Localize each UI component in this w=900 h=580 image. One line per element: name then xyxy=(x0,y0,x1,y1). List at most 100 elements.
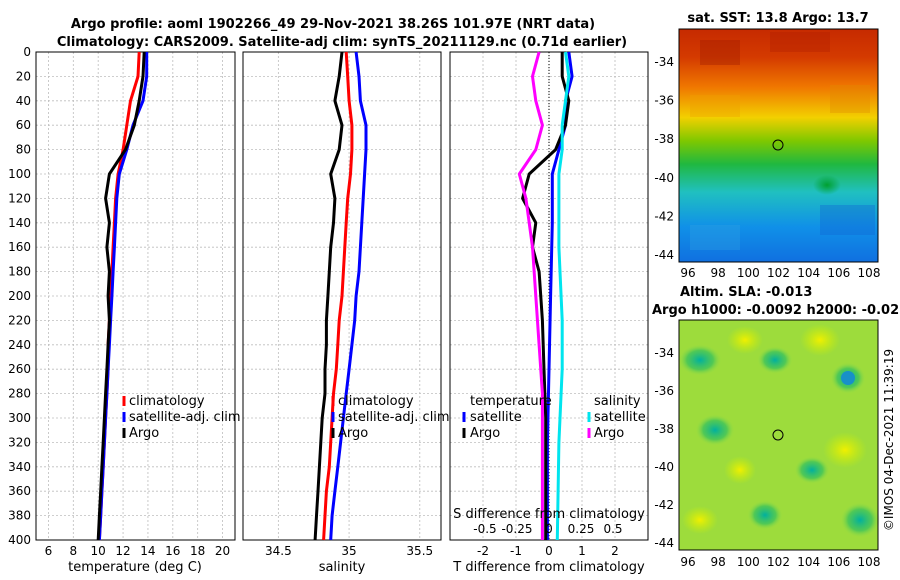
x-tick-label: -2 xyxy=(477,544,489,558)
x-tick-label: 14 xyxy=(140,544,155,558)
legend-label-argo: Argo xyxy=(129,426,159,441)
lon-tick-label: 98 xyxy=(711,555,726,569)
depth-tick-label: 100 xyxy=(8,167,31,181)
series-line-climatology xyxy=(322,51,354,541)
x-tick-label: 12 xyxy=(115,544,130,558)
lon-tick-label: 100 xyxy=(737,266,760,280)
s-diff-tick-label: -0.25 xyxy=(501,522,532,536)
s-difference-label: S difference from climatology xyxy=(453,507,645,522)
lat-tick-label: -36 xyxy=(654,384,674,398)
difference-series xyxy=(517,51,574,541)
sst-map-panel: sat. SST: 13.8 Argo: 13.7 -34 -36 -38 -40 -4… xyxy=(654,11,880,280)
lon-tick-label: 102 xyxy=(767,266,790,280)
lat-tick-label: -40 xyxy=(654,460,674,474)
legend-label-climatology: climatology xyxy=(129,394,205,409)
lat-tick-label: -44 xyxy=(654,536,674,550)
legend-title-salinity: salinity xyxy=(594,394,641,409)
temperature-panel: 0 20 40 60 80 100 120 140 160 180 200 220 240 260 280 3… xyxy=(8,45,241,575)
temperature-series xyxy=(96,51,149,541)
series-line-salinity-satellite xyxy=(555,51,571,541)
legend-label-climatology: climatology xyxy=(338,394,414,409)
sst-map-frame xyxy=(678,28,879,263)
lon-tick-label: 106 xyxy=(827,555,850,569)
x-tick-label: 35.5 xyxy=(406,544,433,558)
depth-tick-label: 380 xyxy=(8,509,31,523)
legend-label-satellite: satellite-adj. clim xyxy=(129,410,241,425)
depth-tick-label: 40 xyxy=(16,94,31,108)
lat-tick-label: -38 xyxy=(654,132,674,146)
series-line-salinity-argo xyxy=(517,51,544,540)
legend-label-satellite: satellite-adj. clim xyxy=(338,410,450,425)
lon-tick-label: 106 xyxy=(827,266,850,280)
sla-map-title-2: Argo h1000: -0.0092 h2000: -0.02 xyxy=(652,303,899,318)
lon-tick-label: 108 xyxy=(858,555,881,569)
sla-lat-ticks: -34 -36 -38 -40 -42 -44 xyxy=(654,346,674,550)
difference-legend: temperature satellite Argo salinity sate… xyxy=(462,394,646,441)
lon-tick-label: 102 xyxy=(767,555,790,569)
depth-tick-label: 120 xyxy=(8,191,31,205)
s-diff-tick-label: -0.5 xyxy=(473,522,496,536)
difference-panel: -2 -1 0 1 2 T difference from climatology S … xyxy=(449,51,649,575)
s-diff-tick-label: 0 xyxy=(545,522,553,536)
salinity-xlabel: salinity xyxy=(319,560,366,575)
lat-tick-label: -42 xyxy=(654,209,674,223)
depth-tick-label: 0 xyxy=(23,45,31,59)
imos-stamp: ©IMOS 04-Dec-2021 11:39:19 xyxy=(882,349,896,531)
x-tick-label: 0 xyxy=(545,544,553,558)
depth-tick-label: 400 xyxy=(8,533,31,547)
depth-tick-label: 140 xyxy=(8,216,31,230)
lon-tick-label: 104 xyxy=(797,555,820,569)
salinity-panel: 34.5 35 35.5 salinity climatology satellit… xyxy=(242,51,450,575)
temperature-axes-frame xyxy=(35,51,236,541)
legend-label-sal-satellite: satellite xyxy=(594,410,646,425)
sst-heatmap xyxy=(679,29,878,262)
lon-tick-label: 108 xyxy=(858,266,881,280)
temperature-xlabel: temperature (deg C) xyxy=(68,560,202,575)
s-difference-tick-labels: -0.5 -0.25 0 0.25 0.5 xyxy=(473,522,622,536)
depth-tick-label: 160 xyxy=(8,240,31,254)
lat-tick-label: -34 xyxy=(654,55,674,69)
x-tick-label: 34.5 xyxy=(265,544,292,558)
lon-tick-label: 100 xyxy=(737,555,760,569)
depth-tick-label: 80 xyxy=(16,143,31,157)
sla-lon-ticks: 96 98 100 102 104 106 108 xyxy=(680,555,880,569)
series-line-temperature-argo xyxy=(521,52,571,540)
t-difference-tick-labels: -2 -1 0 1 2 xyxy=(477,544,619,558)
s-diff-tick-label: 0.5 xyxy=(603,522,622,536)
salinity-tick-labels: 34.5 35 35.5 xyxy=(265,544,433,558)
series-line-argo xyxy=(313,51,344,541)
lat-tick-label: -40 xyxy=(654,171,674,185)
legend-title-temperature: temperature xyxy=(470,394,552,409)
title-line-1: Argo profile: aoml 1902266_49 29-Nov-202… xyxy=(71,17,595,32)
s-diff-tick-label: 0.25 xyxy=(568,522,595,536)
x-tick-label: 2 xyxy=(611,544,619,558)
depth-tick-label: 340 xyxy=(8,460,31,474)
x-tick-label: 6 xyxy=(45,544,53,558)
depth-tick-label: 220 xyxy=(8,313,31,327)
x-tick-label: 35 xyxy=(341,544,356,558)
title-line-2: Climatology: CARS2009. Satellite-adj cli… xyxy=(57,35,627,50)
temperature-legend: climatology satellite-adj. clim Argo xyxy=(122,394,241,441)
sst-lon-ticks: 96 98 100 102 104 106 108 xyxy=(680,266,880,280)
x-tick-label: 8 xyxy=(69,544,77,558)
sst-map-title: sat. SST: 13.8 Argo: 13.7 xyxy=(687,11,868,26)
sla-argo-marker xyxy=(772,429,784,441)
salinity-legend: climatology satellite-adj. clim Argo xyxy=(331,394,450,441)
lon-tick-label: 104 xyxy=(797,266,820,280)
depth-tick-label: 360 xyxy=(8,484,31,498)
depth-tick-label: 200 xyxy=(8,289,31,303)
lat-tick-label: -44 xyxy=(654,248,674,262)
x-tick-label: 1 xyxy=(578,544,586,558)
lon-tick-label: 96 xyxy=(680,266,695,280)
depth-tick-label: 60 xyxy=(16,118,31,132)
depth-tick-labels: 0 20 40 60 80 100 120 140 160 180 200 220 240 260 280 3… xyxy=(8,45,31,547)
depth-tick-label: 20 xyxy=(16,69,31,83)
lat-tick-label: -36 xyxy=(654,94,674,108)
depth-tick-label: 260 xyxy=(8,362,31,376)
sst-texture xyxy=(690,32,875,250)
salinity-series xyxy=(313,51,368,541)
sla-map-title-1: Altim. SLA: -0.013 xyxy=(680,285,812,300)
lon-tick-label: 98 xyxy=(711,266,726,280)
difference-axes-frame xyxy=(449,51,649,541)
